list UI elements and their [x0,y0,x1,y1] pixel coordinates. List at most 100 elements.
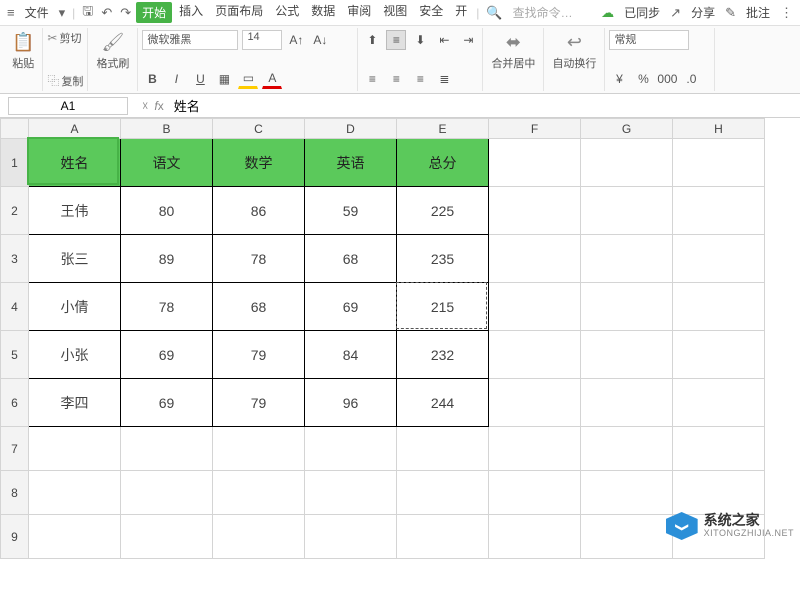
cut-button[interactable]: ✂剪切 [47,30,83,46]
decrease-font-button[interactable]: A↓ [310,30,330,50]
cell-F5[interactable] [489,331,581,379]
cell-G4[interactable] [581,283,673,331]
cell-C4[interactable]: 68 [213,283,305,331]
cell-A3[interactable]: 张三 [29,235,121,283]
cell-A6[interactable]: 李四 [29,379,121,427]
cell-E3[interactable]: 235 [397,235,489,283]
cell-C7[interactable] [213,427,305,471]
cell-H5[interactable] [673,331,765,379]
cell-G3[interactable] [581,235,673,283]
col-header-D[interactable]: D [305,119,397,139]
increase-font-button[interactable]: A↑ [286,30,306,50]
tab-数据[interactable]: 数据 [306,2,340,23]
cell-B4[interactable]: 78 [121,283,213,331]
spreadsheet-area[interactable]: ABCDEFGH1姓名语文数学英语总分2王伟8086592253张三897868… [0,118,800,600]
cell-B8[interactable] [121,471,213,515]
cell-H2[interactable] [673,187,765,235]
more-icon[interactable]: ⋮ [777,5,796,21]
cell-G6[interactable] [581,379,673,427]
number-format-select[interactable]: 常规 [609,30,689,50]
spreadsheet-grid[interactable]: ABCDEFGH1姓名语文数学英语总分2王伟8086592253张三897868… [0,118,765,559]
indent-decrease-button[interactable]: ⇤ [434,30,454,50]
cancel-formula-icon[interactable]: ☓ [142,99,148,113]
cell-A8[interactable] [29,471,121,515]
align-top-button[interactable]: ⬆ [362,30,382,50]
cell-E6[interactable]: 244 [397,379,489,427]
cell-E7[interactable] [397,427,489,471]
name-box[interactable] [8,97,128,115]
row-header-7[interactable]: 7 [1,427,29,471]
cell-B7[interactable] [121,427,213,471]
cell-C2[interactable]: 86 [213,187,305,235]
cell-C3[interactable]: 78 [213,235,305,283]
row-header-3[interactable]: 3 [1,235,29,283]
cell-C6[interactable]: 79 [213,379,305,427]
border-button[interactable]: ▦ [214,69,234,89]
share-label[interactable]: 分享 [686,4,720,21]
cell-A1[interactable]: 姓名 [29,139,121,187]
tab-开[interactable]: 开 [450,2,472,23]
justify-button[interactable]: ≣ [434,69,454,89]
cell-B6[interactable]: 69 [121,379,213,427]
cell-F1[interactable] [489,139,581,187]
cell-D3[interactable]: 68 [305,235,397,283]
align-center-button[interactable]: ≡ [386,69,406,89]
formula-input[interactable] [170,98,800,113]
cell-D9[interactable] [305,515,397,559]
cell-A2[interactable]: 王伟 [29,187,121,235]
paste-button[interactable]: 📋 粘贴 [8,30,38,73]
col-header-B[interactable]: B [121,119,213,139]
cell-C1[interactable]: 数学 [213,139,305,187]
align-left-button[interactable]: ≡ [362,69,382,89]
cell-H7[interactable] [673,427,765,471]
sync-icon[interactable]: ☁ [598,5,617,21]
cell-D6[interactable]: 96 [305,379,397,427]
cell-G7[interactable] [581,427,673,471]
format-painter-button[interactable]: 🖌 格式刷 [92,30,133,73]
percent-button[interactable]: % [633,69,653,89]
row-header-6[interactable]: 6 [1,379,29,427]
cell-E2[interactable]: 225 [397,187,489,235]
comment-label[interactable]: 批注 [741,4,775,21]
cell-A5[interactable]: 小张 [29,331,121,379]
cell-B1[interactable]: 语文 [121,139,213,187]
col-header-F[interactable]: F [489,119,581,139]
cell-G9[interactable] [581,515,673,559]
save-icon[interactable]: 🖫 [79,2,96,24]
align-middle-button[interactable]: ≡ [386,30,406,50]
col-header-H[interactable]: H [673,119,765,139]
cell-D2[interactable]: 59 [305,187,397,235]
row-header-5[interactable]: 5 [1,331,29,379]
row-header-9[interactable]: 9 [1,515,29,559]
row-header-4[interactable]: 4 [1,283,29,331]
menu-icon[interactable]: ≡ [4,5,18,20]
cell-F2[interactable] [489,187,581,235]
cell-B3[interactable]: 89 [121,235,213,283]
tab-审阅[interactable]: 审阅 [342,2,376,23]
currency-button[interactable]: ¥ [609,69,629,89]
cell-F6[interactable] [489,379,581,427]
cell-C5[interactable]: 79 [213,331,305,379]
search-icon[interactable]: 🔍 [483,5,505,21]
cell-E9[interactable] [397,515,489,559]
cell-D1[interactable]: 英语 [305,139,397,187]
tab-页面布局[interactable]: 页面布局 [210,2,268,23]
cell-A4[interactable]: 小倩 [29,283,121,331]
redo-icon[interactable]: ↷ [117,5,134,21]
cell-D5[interactable]: 84 [305,331,397,379]
select-all-corner[interactable] [1,119,29,139]
cell-G2[interactable] [581,187,673,235]
cell-F4[interactable] [489,283,581,331]
file-menu[interactable]: 文件 [20,4,54,21]
tab-公式[interactable]: 公式 [270,2,304,23]
copy-button[interactable]: ⿻复制 [47,72,83,89]
font-name-select[interactable]: 微软雅黑 [142,30,238,50]
italic-button[interactable]: I [166,69,186,89]
tab-开始[interactable]: 开始 [136,2,172,23]
cell-G5[interactable] [581,331,673,379]
col-header-E[interactable]: E [397,119,489,139]
tab-安全[interactable]: 安全 [414,2,448,23]
cell-H4[interactable] [673,283,765,331]
cell-F8[interactable] [489,471,581,515]
row-header-8[interactable]: 8 [1,471,29,515]
